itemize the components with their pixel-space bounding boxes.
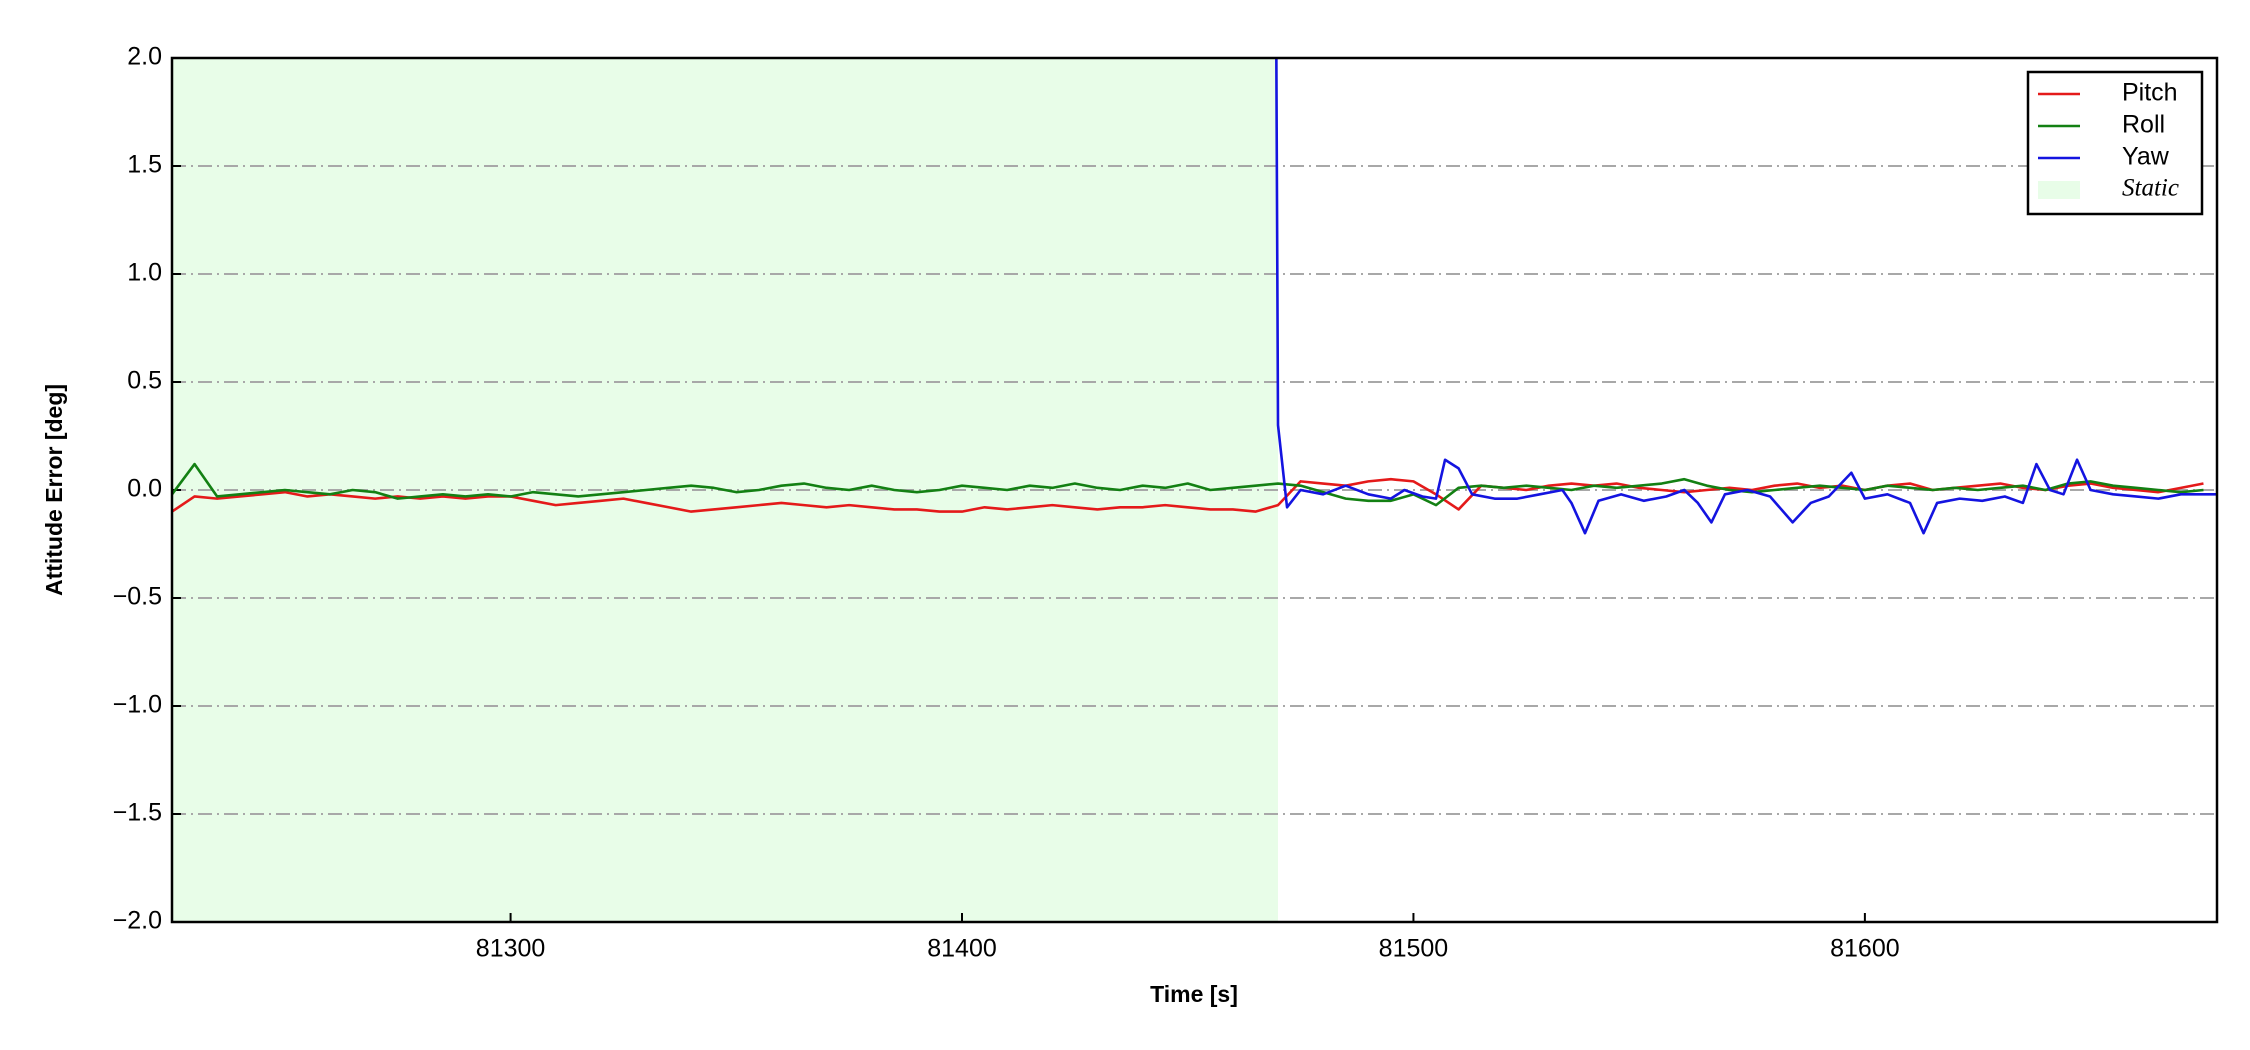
- y-tick-label: −2.0: [113, 907, 162, 935]
- y-tick-label: 1.5: [127, 151, 162, 179]
- x-tick-label: 81300: [476, 935, 546, 963]
- x-axis-label: Time [s]: [1150, 981, 1238, 1007]
- legend-label: Roll: [2122, 111, 2165, 139]
- y-tick-label: 1.0: [127, 259, 162, 287]
- y-tick-label: −1.0: [113, 691, 162, 719]
- legend-label: Pitch: [2122, 79, 2178, 107]
- y-axis-label: Attitude Error [deg]: [41, 384, 67, 596]
- x-tick-label: 81600: [1830, 935, 1900, 963]
- legend-label: Static: [2122, 175, 2179, 202]
- y-tick-label: −1.5: [113, 799, 162, 827]
- data-line: [172, 462, 2204, 507]
- plot-frame: [170, 56, 2219, 924]
- legend-swatch: [2038, 181, 2080, 199]
- legend-label: Yaw: [2122, 143, 2170, 171]
- y-tick-label: 0.5: [127, 367, 162, 395]
- x-tick-label: 81500: [1379, 935, 1449, 963]
- plot-lines: [172, 58, 2217, 535]
- y-tick-label: 2.0: [127, 43, 162, 71]
- x-tick-label: 81400: [927, 935, 997, 963]
- y-tick-label: −0.5: [113, 583, 162, 611]
- y-tick-label: 0.0: [127, 475, 162, 503]
- data-line: [1275, 58, 2217, 535]
